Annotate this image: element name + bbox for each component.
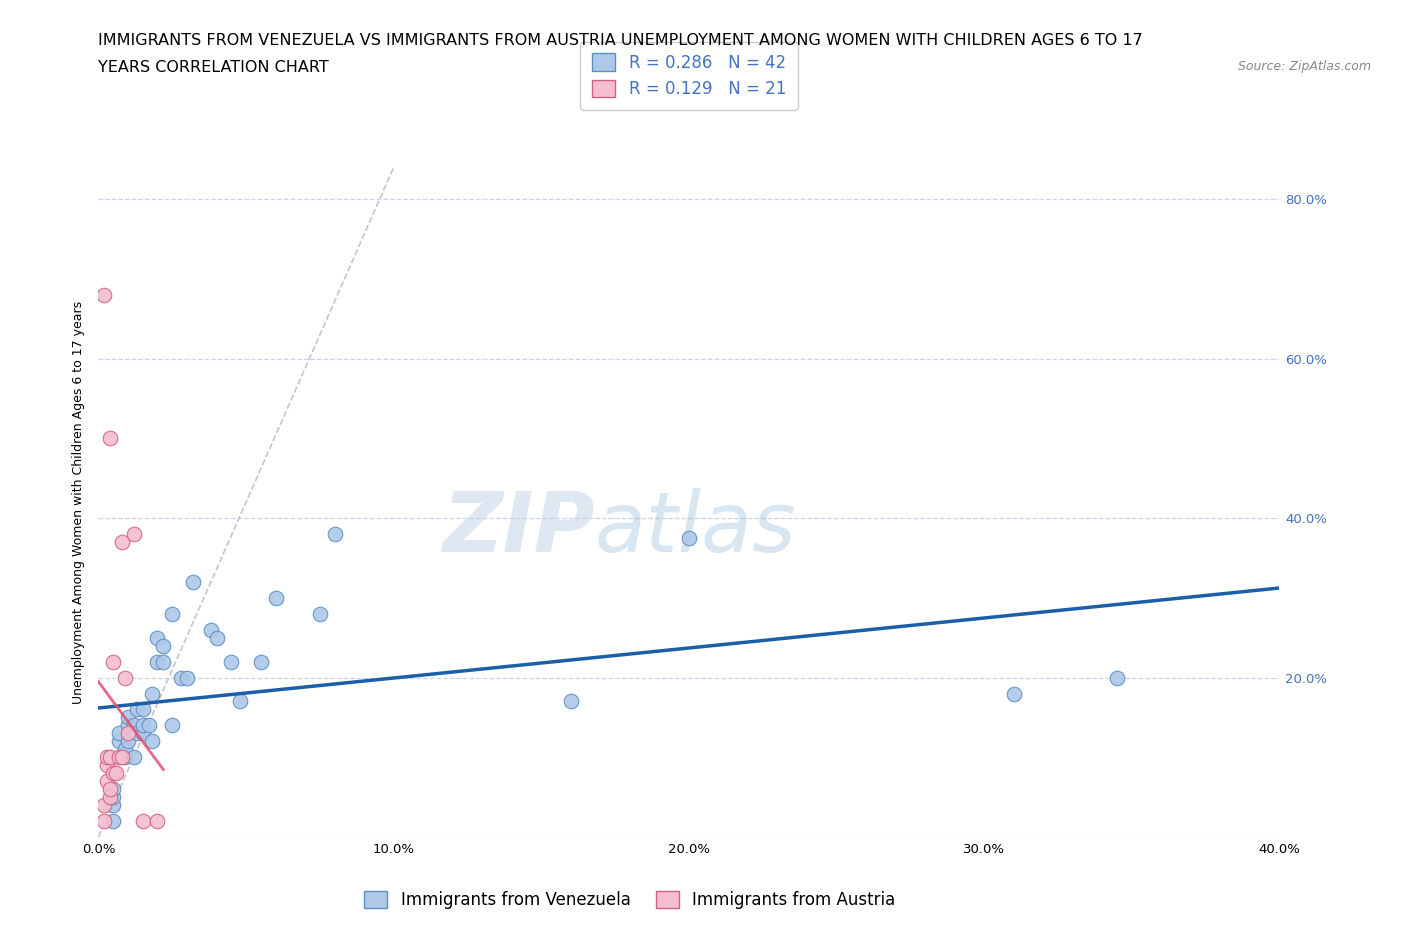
Point: [132, 726, 155, 741]
Point: [93, 287, 115, 302]
Point: [117, 718, 139, 733]
Point: [105, 765, 128, 780]
Point: [98, 782, 121, 797]
Point: [152, 638, 174, 653]
Point: [103, 654, 125, 669]
Point: [117, 726, 139, 741]
Point: [162, 606, 183, 621]
Point: [103, 790, 125, 804]
Point: [114, 742, 136, 757]
Point: [103, 814, 125, 829]
Point: [114, 671, 136, 685]
Point: [205, 631, 228, 645]
Point: [176, 671, 198, 685]
Text: YEARS CORRELATION CHART: YEARS CORRELATION CHART: [98, 60, 329, 75]
Point: [146, 631, 169, 645]
Point: [98, 750, 121, 764]
Point: [560, 694, 582, 709]
Text: Source: ZipAtlas.com: Source: ZipAtlas.com: [1237, 60, 1371, 73]
Point: [309, 606, 332, 621]
Point: [108, 726, 131, 741]
Text: ZIP: ZIP: [441, 488, 595, 569]
Point: [1105, 671, 1128, 685]
Point: [108, 750, 131, 764]
Point: [170, 671, 193, 685]
Point: [146, 814, 169, 829]
Point: [132, 702, 155, 717]
Point: [138, 718, 160, 733]
Point: [229, 694, 252, 709]
Legend: Immigrants from Venezuela, Immigrants from Austria: Immigrants from Venezuela, Immigrants fr…: [357, 884, 903, 916]
Y-axis label: Unemployment Among Women with Children Ages 6 to 17 years: Unemployment Among Women with Children A…: [72, 300, 84, 704]
Point: [1002, 686, 1025, 701]
Text: atlas: atlas: [595, 488, 796, 569]
Point: [132, 718, 155, 733]
Point: [122, 718, 145, 733]
Point: [152, 654, 174, 669]
Point: [96, 774, 118, 789]
Point: [323, 526, 346, 541]
Point: [250, 654, 273, 669]
Point: [162, 718, 183, 733]
Point: [264, 591, 287, 605]
Point: [96, 758, 118, 773]
Point: [125, 726, 148, 741]
Point: [122, 750, 145, 764]
Point: [111, 750, 134, 764]
Point: [93, 798, 115, 813]
Point: [132, 814, 155, 829]
Point: [114, 750, 136, 764]
Point: [98, 790, 121, 804]
Point: [181, 575, 204, 590]
Point: [111, 535, 134, 550]
Point: [678, 531, 700, 546]
Point: [98, 431, 121, 445]
Point: [103, 782, 125, 797]
Point: [200, 622, 222, 637]
Point: [96, 750, 118, 764]
Point: [141, 686, 163, 701]
Point: [219, 654, 242, 669]
Point: [93, 814, 115, 829]
Point: [125, 702, 148, 717]
Point: [103, 765, 125, 780]
Point: [146, 654, 169, 669]
Point: [141, 734, 163, 749]
Point: [103, 798, 125, 813]
Point: [117, 710, 139, 724]
Point: [117, 734, 139, 749]
Point: [108, 734, 131, 749]
Text: IMMIGRANTS FROM VENEZUELA VS IMMIGRANTS FROM AUSTRIA UNEMPLOYMENT AMONG WOMEN WI: IMMIGRANTS FROM VENEZUELA VS IMMIGRANTS …: [98, 33, 1143, 47]
Point: [122, 526, 145, 541]
